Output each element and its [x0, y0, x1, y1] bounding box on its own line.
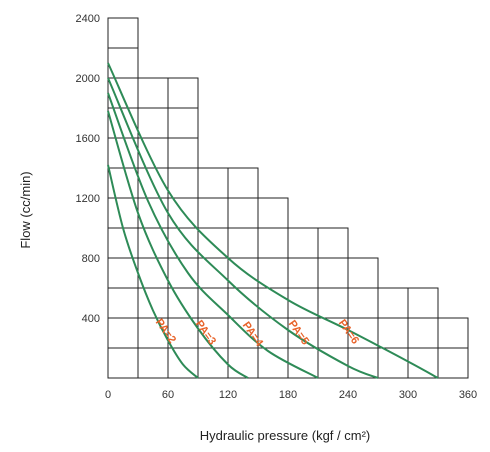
- grid-cell: [257, 287, 289, 319]
- grid-cell: [107, 317, 139, 349]
- grid-cell: [227, 227, 259, 259]
- grid-cell: [167, 107, 199, 139]
- grid-cell: [167, 287, 199, 319]
- curves: [107, 62, 439, 379]
- curve-label: PA=6: [336, 318, 361, 347]
- y-axis-title: Flow (cc/min): [18, 171, 33, 248]
- grid-cell: [437, 317, 469, 349]
- grid-cell: [167, 227, 199, 259]
- x-axis-title: Hydraulic pressure (kgf / cm²): [200, 428, 370, 443]
- grid-cell: [167, 137, 199, 169]
- grid-cell: [107, 227, 139, 259]
- y-tick-label: 800: [82, 253, 100, 265]
- x-tick-label: 360: [459, 389, 477, 401]
- grid-cell: [137, 77, 169, 109]
- x-tick-label: 0: [105, 389, 111, 401]
- y-tick-label: 2400: [76, 13, 100, 25]
- grid-cell: [407, 287, 439, 319]
- grid-cell: [347, 257, 379, 289]
- grid-cell: [407, 317, 439, 349]
- grid-cell: [317, 287, 349, 319]
- grid-cell: [197, 287, 229, 319]
- grid-cell: [317, 227, 349, 259]
- grid-cell: [197, 167, 229, 199]
- curve-pa3: [107, 110, 249, 379]
- grid-cell: [167, 257, 199, 289]
- curve-label: PA=3: [193, 318, 218, 347]
- x-tick-label: 240: [339, 389, 357, 401]
- grid-cell: [167, 167, 199, 199]
- grid-cell: [197, 197, 229, 229]
- grid-cell: [287, 347, 319, 379]
- grid-cell: [257, 197, 289, 229]
- curve-label: PA=2: [153, 317, 178, 346]
- grid-cell: [437, 347, 469, 379]
- grid-cell: [167, 77, 199, 109]
- curve-pa4: [107, 92, 319, 379]
- grid-cell: [197, 347, 229, 379]
- y-tick-labels: 400 800 1200 1600 2000 2400: [76, 13, 100, 325]
- grid-cell: [227, 347, 259, 379]
- x-tick-labels: 0 60 120 180 240 300 360: [105, 389, 477, 401]
- curve-pa2: [107, 164, 199, 379]
- grid-cell: [137, 287, 169, 319]
- curve-label: PA=5: [286, 318, 311, 347]
- grid-cell: [377, 317, 409, 349]
- grid-cell: [107, 17, 139, 49]
- grid-cell: [227, 197, 259, 229]
- x-tick-label: 60: [162, 389, 174, 401]
- grid-cell: [257, 227, 289, 259]
- grid-cell: [197, 257, 229, 289]
- grid-cell: [257, 347, 289, 379]
- curve-pa5: [107, 77, 379, 379]
- grid-cell: [107, 347, 139, 379]
- grid-cell: [377, 287, 409, 319]
- y-tick-label: 400: [82, 313, 100, 325]
- y-tick-label: 1200: [76, 193, 100, 205]
- grid-cell: [287, 227, 319, 259]
- x-tick-label: 300: [399, 389, 417, 401]
- grid-cell: [347, 287, 379, 319]
- grid-cell: [287, 257, 319, 289]
- grid-cell: [137, 347, 169, 379]
- grid-cell: [107, 287, 139, 319]
- y-tick-label: 2000: [76, 73, 100, 85]
- grid-cell: [317, 257, 349, 289]
- x-tick-label: 120: [219, 389, 237, 401]
- grid-cell: [137, 107, 169, 139]
- y-tick-label: 1600: [76, 133, 100, 145]
- grid-cell: [227, 167, 259, 199]
- x-tick-label: 180: [279, 389, 297, 401]
- curve-pa6: [107, 62, 439, 379]
